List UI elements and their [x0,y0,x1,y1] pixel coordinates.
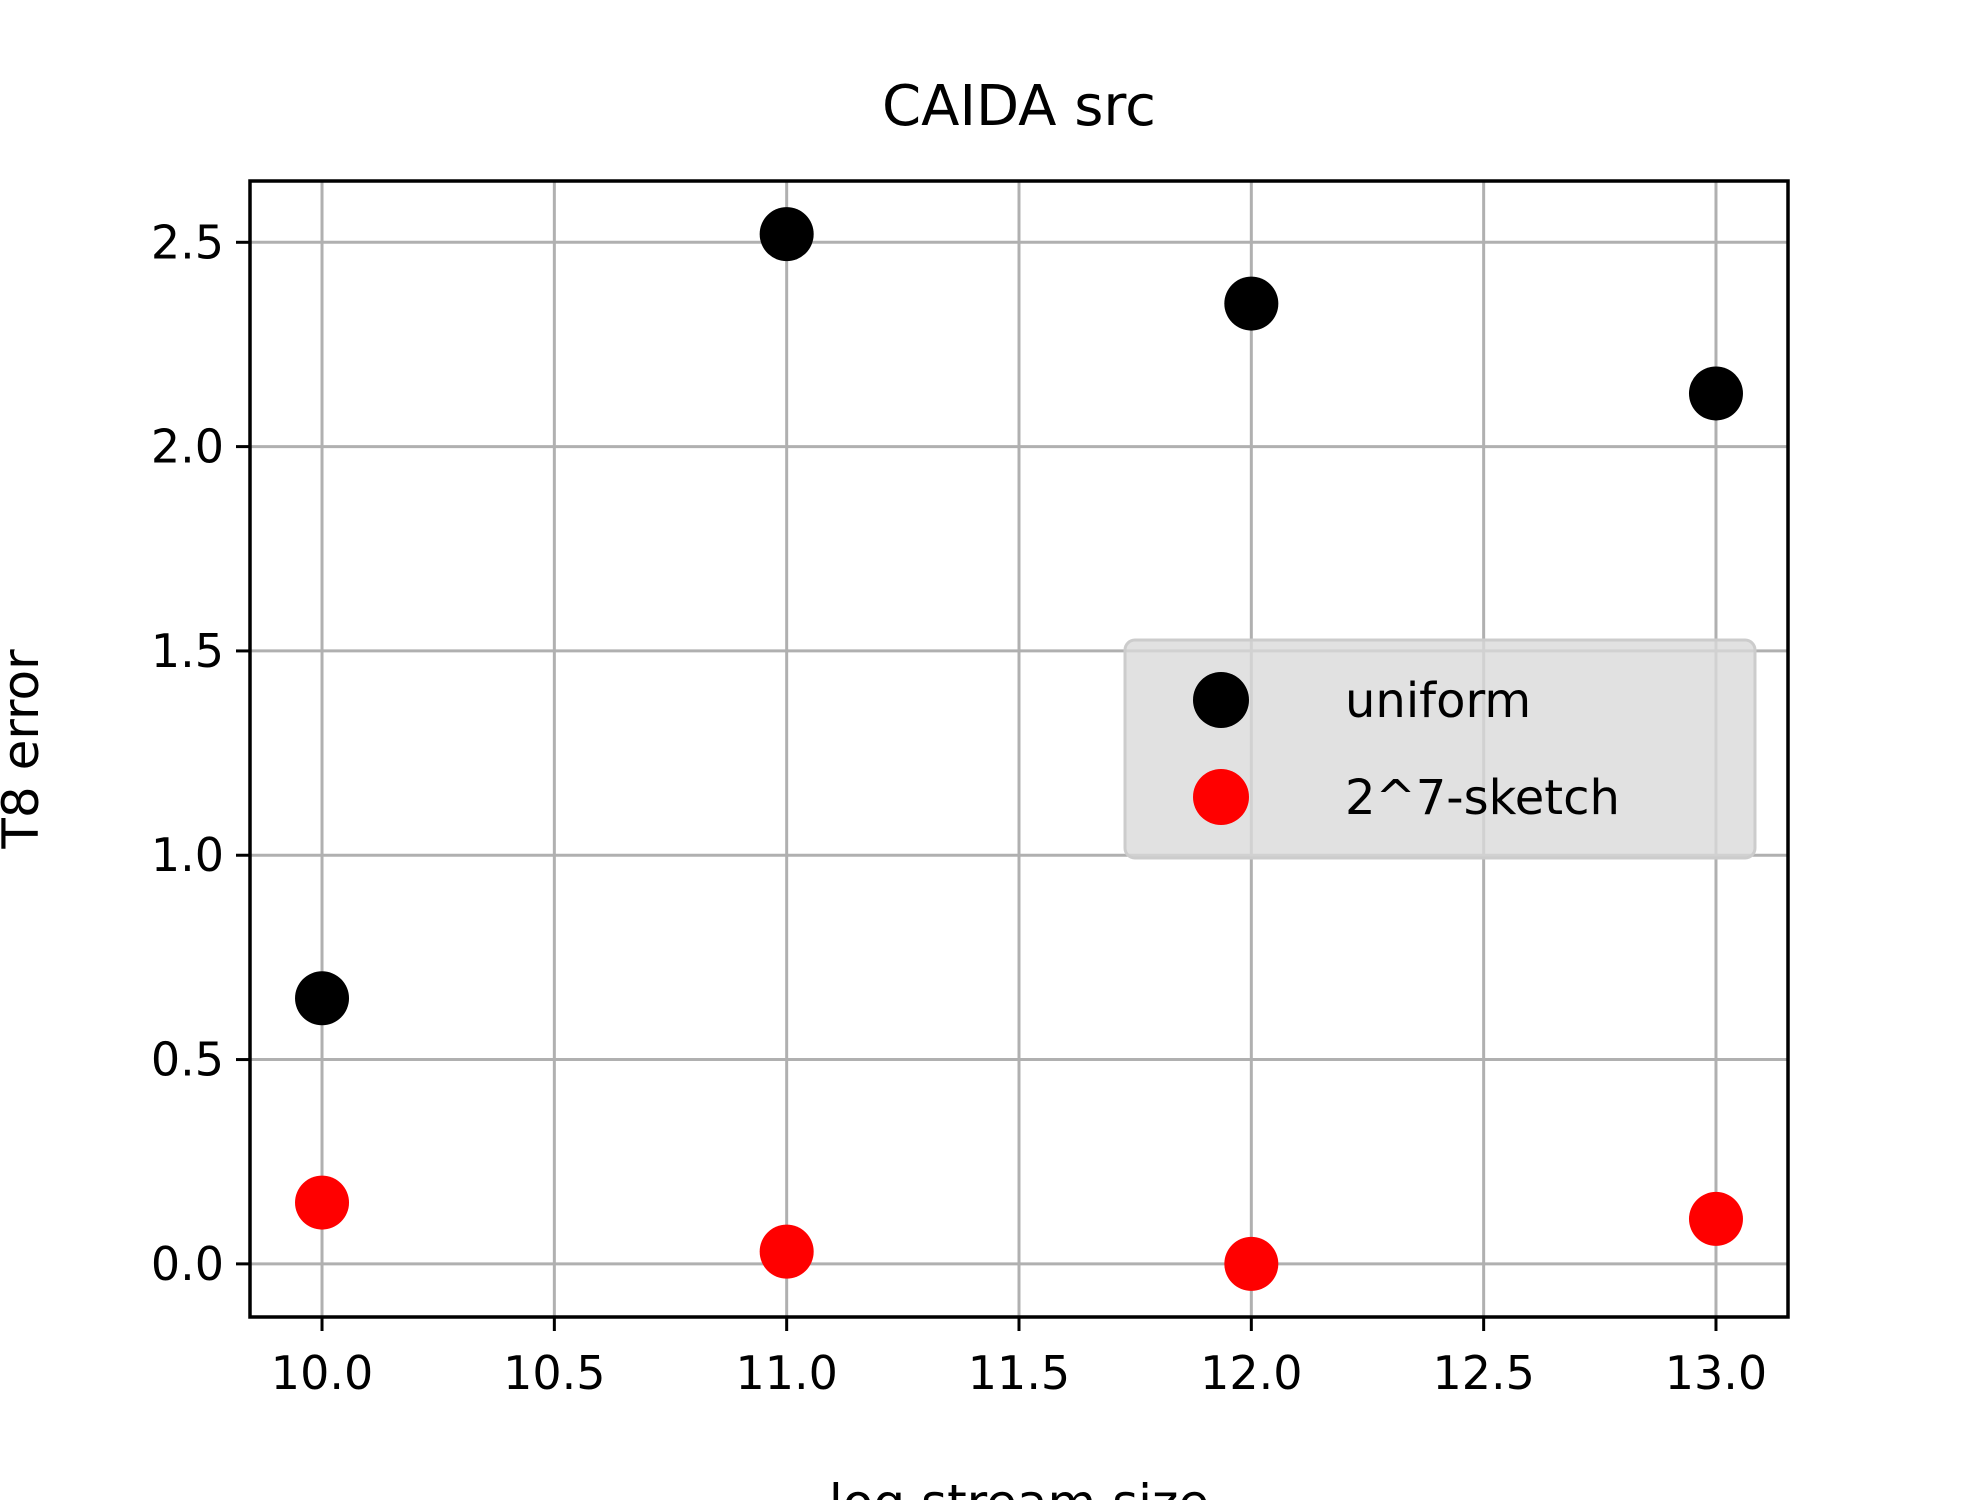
legend-marker-2-7-sketch [1193,769,1249,825]
point-series-0-2 [1224,276,1279,331]
x-tick-label: 13.0 [1665,1346,1767,1400]
legend-box [1123,638,1757,860]
x-axis-label: log stream size [829,1474,1209,1500]
y-tick-label: 1.5 [151,624,224,678]
point-series-0-0 [295,971,350,1026]
point-series-1-0 [295,1175,350,1230]
y-tick-label: 0.5 [151,1033,224,1087]
legend: uniform 2^7-sketch [1123,638,1757,860]
y-tick-label: 1.0 [151,828,224,882]
y-tick-label: 2.0 [151,420,224,474]
axis-ticks: 10.0 10.5 11.0 11.5 12.0 12.5 13.0 0.0 0.5 1.0 1.5… [151,215,1767,1400]
data-points [295,207,1743,1291]
x-tick-label: 11.0 [735,1346,837,1400]
y-axis-label: T8 error [0,649,50,850]
legend-marker-uniform [1193,672,1249,728]
x-tick-label: 11.5 [968,1346,1070,1400]
x-tick-label: 10.0 [271,1346,373,1400]
point-series-1-2 [1224,1236,1279,1291]
point-series-1-1 [759,1224,814,1279]
point-series-0-1 [759,207,814,262]
legend-label-2-7-sketch: 2^7-sketch [1345,770,1620,826]
x-tick-label: 12.0 [1200,1346,1302,1400]
plot-frame [248,179,1790,1319]
x-tick-label: 10.5 [503,1346,605,1400]
y-tick-label: 0.0 [151,1237,224,1291]
x-tick-label: 12.5 [1432,1346,1534,1400]
legend-label-uniform: uniform [1345,673,1531,729]
point-series-1-3 [1688,1191,1743,1246]
y-tick-label: 2.5 [151,215,224,269]
chart-title: CAIDA src [882,74,1156,139]
point-series-0-3 [1688,366,1743,421]
